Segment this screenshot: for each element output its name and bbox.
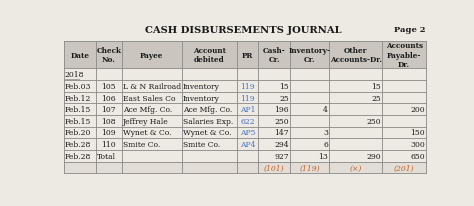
Text: 300: 300 [410, 140, 425, 148]
Text: 119: 119 [240, 94, 255, 102]
Text: Feb.15: Feb.15 [65, 106, 91, 114]
Text: 290: 290 [367, 152, 381, 160]
Bar [64, 162, 426, 173]
Text: Feb.28: Feb.28 [65, 152, 91, 160]
Text: 6: 6 [323, 140, 328, 148]
Text: PR: PR [242, 51, 253, 59]
Text: 109: 109 [101, 129, 116, 137]
Text: 150: 150 [410, 129, 425, 137]
Text: (119): (119) [300, 164, 320, 172]
Text: Page 2: Page 2 [394, 26, 426, 34]
Text: AP1: AP1 [240, 106, 255, 114]
Text: Payee: Payee [140, 51, 164, 59]
Text: Feb.20: Feb.20 [65, 129, 91, 137]
Text: Cash-
Cr.: Cash- Cr. [263, 47, 286, 64]
Text: Inventory-
Cr.: Inventory- Cr. [289, 47, 331, 64]
Text: (201): (201) [394, 164, 414, 172]
Bar [64, 41, 426, 69]
Text: (×): (×) [350, 164, 362, 172]
Text: Total: Total [97, 152, 116, 160]
Text: 4: 4 [323, 106, 328, 114]
Text: Ace Mfg. Co.: Ace Mfg. Co. [123, 106, 172, 114]
Text: 25: 25 [279, 94, 289, 102]
Text: (101): (101) [264, 164, 284, 172]
Text: 147: 147 [274, 129, 289, 137]
Text: 250: 250 [367, 117, 381, 125]
Text: 622: 622 [240, 117, 255, 125]
Text: Feb.15: Feb.15 [65, 117, 91, 125]
Text: Other
Accounts-Dr.: Other Accounts-Dr. [330, 47, 382, 64]
Text: 650: 650 [410, 152, 425, 160]
Text: Inventory: Inventory [182, 94, 219, 102]
Text: 106: 106 [101, 94, 116, 102]
Text: 25: 25 [372, 94, 381, 102]
Text: Feb.03: Feb.03 [65, 83, 91, 90]
Text: Smite Co.: Smite Co. [182, 140, 220, 148]
Text: Account
debited: Account debited [193, 47, 226, 64]
Text: 15: 15 [279, 83, 289, 90]
Text: 105: 105 [101, 83, 116, 90]
Text: Check
No.: Check No. [96, 47, 121, 64]
Text: 250: 250 [274, 117, 289, 125]
Text: CASH DISBURSEMENTS JOURNAL: CASH DISBURSEMENTS JOURNAL [145, 26, 341, 35]
Text: Ace Mfg. Co.: Ace Mfg. Co. [182, 106, 232, 114]
Text: 200: 200 [410, 106, 425, 114]
Text: Feb.12: Feb.12 [65, 94, 91, 102]
Text: 107: 107 [101, 106, 116, 114]
Text: Jeffrey Hale: Jeffrey Hale [123, 117, 169, 125]
Text: 110: 110 [101, 140, 116, 148]
Text: 108: 108 [101, 117, 116, 125]
Text: Wynet & Co.: Wynet & Co. [182, 129, 231, 137]
Text: 119: 119 [240, 83, 255, 90]
Text: AP5: AP5 [240, 129, 255, 137]
Text: Smite Co.: Smite Co. [123, 140, 160, 148]
Text: Feb.28: Feb.28 [65, 140, 91, 148]
Text: Accounts
Payable-
Dr.: Accounts Payable- Dr. [386, 42, 423, 69]
Text: 13: 13 [318, 152, 328, 160]
Text: 2018: 2018 [65, 71, 84, 79]
Text: East Sales Co: East Sales Co [123, 94, 175, 102]
Text: 196: 196 [274, 106, 289, 114]
Text: Wynet & Co.: Wynet & Co. [123, 129, 171, 137]
Text: Salaries Exp.: Salaries Exp. [182, 117, 233, 125]
Text: 927: 927 [274, 152, 289, 160]
Text: AP4: AP4 [240, 140, 255, 148]
Text: Inventory: Inventory [182, 83, 219, 90]
Text: 15: 15 [372, 83, 381, 90]
Text: L & N Railroad: L & N Railroad [123, 83, 181, 90]
Text: Date: Date [70, 51, 89, 59]
Text: 294: 294 [274, 140, 289, 148]
Text: 3: 3 [323, 129, 328, 137]
